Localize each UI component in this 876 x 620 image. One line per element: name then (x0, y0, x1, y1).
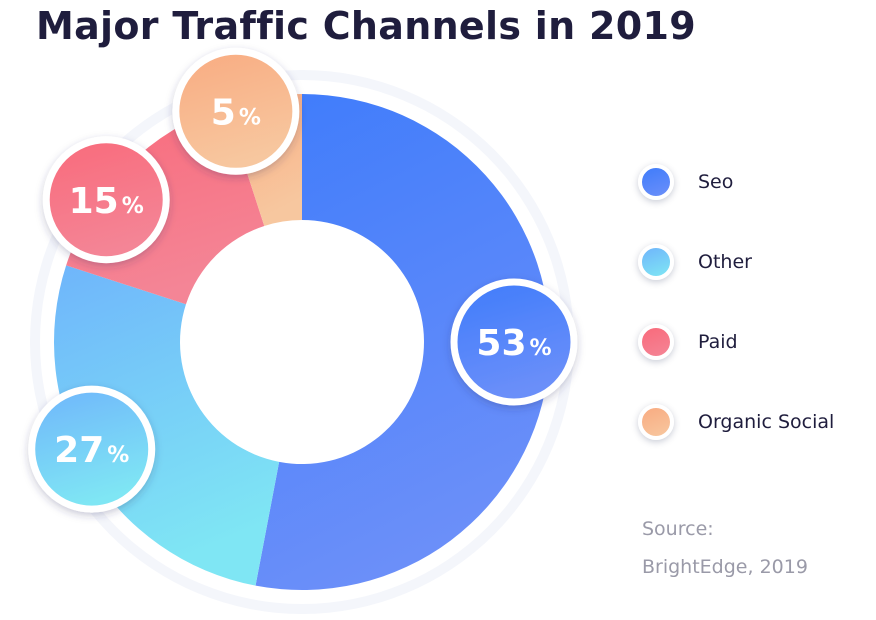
source-note: Source: BrightEdge, 2019 (642, 510, 808, 586)
donut-chart: 53 % 27 % 15 % 5% (28, 47, 578, 614)
source-value: BrightEdge, 2019 (642, 556, 808, 578)
slice-seo (255, 94, 550, 590)
legend-swatch-seo (638, 164, 674, 200)
value-bubble-other: 27% (28, 385, 156, 513)
slice-other (53, 265, 280, 586)
value-label: 5% (211, 92, 261, 133)
value-bubble-circle (450, 278, 578, 406)
value-bubble-circle (42, 136, 170, 264)
legend-label-other: Other (698, 251, 752, 273)
value-label: 15% (69, 181, 144, 222)
legend-label-seo: Seo (698, 171, 734, 193)
legend-label-paid: Paid (698, 331, 738, 353)
legend-swatch-organic-social (638, 404, 674, 440)
value-bubble-seo: 53% (450, 278, 578, 406)
value-label: 53% (476, 323, 551, 364)
value-bubble-circle (172, 47, 300, 175)
value-label: 27% (54, 430, 129, 471)
value-bubble-organic-social: 5% (172, 47, 300, 175)
legend-swatch-paid (638, 324, 674, 360)
legend-swatch-other (638, 244, 674, 280)
source-label: Source: (642, 518, 714, 540)
value-bubble-circle (28, 385, 156, 513)
value-bubble-paid: 15% (42, 136, 170, 264)
chart-title: Major Traffic Channels in 2019 (36, 4, 696, 48)
legend-label-organic-social: Organic Social (698, 411, 835, 433)
